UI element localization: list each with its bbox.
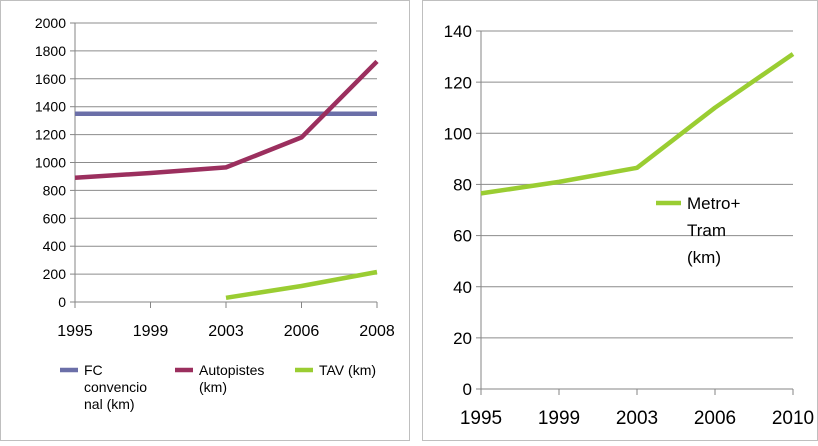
x-tick-label-2010: 2010 (772, 408, 814, 429)
y-tick-label-1600: 1600 (35, 71, 66, 87)
y-tick-label-1200: 1200 (35, 127, 66, 143)
chart-right: 0 20 40 60 80 100 120 140 1995 1999 2003 2006 2010 … (422, 0, 818, 441)
legend-label-fc-convencional-km: FC convencio nal (km) (84, 362, 147, 412)
chart-left-x-tick-labels: 1995 1999 2003 2006 2008 (57, 302, 395, 340)
x-tick-label-1995: 1995 (57, 323, 93, 340)
chart-left-svg: 0 200 400 600 800 1000 1200 1400 1600 1800 2000 19… (0, 0, 410, 441)
chart-right-y-tick-labels: 0 20 40 60 80 100 120 140 (444, 22, 472, 399)
legend-label-autopistes-km: Autopistes (km) (199, 362, 264, 395)
legend-entry-metro-tram-km: Metro+ Tram (km) (656, 194, 740, 267)
legend-label-tav-km: TAV (km) (319, 362, 376, 378)
chart-left-series-lines (74, 59, 379, 301)
x-tick-label-2006: 2006 (284, 323, 320, 340)
y-tick-label-80: 80 (453, 176, 472, 195)
y-tick-label-1000: 1000 (35, 155, 66, 171)
legend-entry-tav-km: TAV (km) (295, 362, 376, 378)
y-tick-label-200: 200 (43, 266, 67, 282)
x-tick-label-1999: 1999 (538, 408, 580, 429)
y-tick-label-100: 100 (444, 124, 472, 143)
x-tick-label-2003: 2003 (616, 408, 658, 429)
chart-left: 0 200 400 600 800 1000 1200 1400 1600 1800 2000 19… (0, 0, 410, 441)
chart-left-legend: FC convencio nal (km) Autopistes (km) TAV (km… (60, 362, 376, 412)
legend-entry-fc-convencional-km: FC convencio nal (km) (60, 362, 147, 412)
y-tick-label-1400: 1400 (35, 99, 66, 115)
y-tick-label-0: 0 (463, 380, 472, 399)
x-tick-label-2006: 2006 (694, 408, 736, 429)
y-tick-label-400: 400 (43, 238, 67, 254)
y-tick-label-0: 0 (58, 294, 66, 310)
y-tick-label-600: 600 (43, 210, 67, 226)
y-tick-label-20: 20 (453, 329, 472, 348)
legend-entry-autopistes-km: Autopistes (km) (175, 362, 264, 395)
y-tick-label-2000: 2000 (35, 15, 66, 31)
chart-left-gridlines (70, 22, 377, 303)
chart-right-series-lines (480, 52, 795, 196)
series-line-metro-tram-km (480, 52, 795, 196)
y-tick-label-120: 120 (444, 73, 472, 92)
legend-label-metro-tram-km: Metro+ Tram (km) (687, 194, 740, 267)
x-tick-label-1999: 1999 (133, 323, 169, 340)
y-tick-label-1800: 1800 (35, 43, 66, 59)
series-line-tav-km (225, 269, 378, 301)
y-tick-label-140: 140 (444, 22, 472, 41)
y-tick-label-60: 60 (453, 227, 472, 246)
y-tick-label-40: 40 (453, 278, 472, 297)
x-tick-label-2003: 2003 (208, 323, 244, 340)
chart-left-y-tick-labels: 0 200 400 600 800 1000 1200 1400 1600 1800 2000 (35, 15, 66, 310)
x-tick-label-2008: 2008 (359, 323, 395, 340)
series-line-autopistes-km (74, 59, 379, 181)
chart-right-x-tick-labels: 1995 1999 2003 2006 2010 (460, 389, 814, 429)
chart-right-border (422, 0, 818, 441)
chart-left-border (0, 0, 410, 441)
y-tick-label-800: 800 (43, 182, 67, 198)
chart-right-legend: Metro+ Tram (km) (656, 194, 740, 267)
x-tick-label-1995: 1995 (460, 408, 502, 429)
